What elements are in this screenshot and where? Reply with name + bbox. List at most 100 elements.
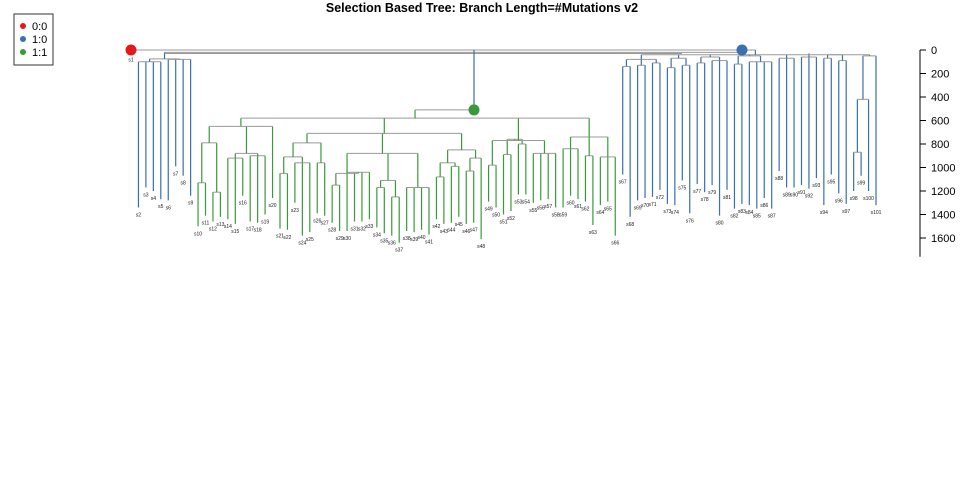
leaf-label: s88 (775, 176, 783, 182)
y-tick-label: 1400 (931, 210, 955, 222)
leaf-label: s56 (537, 205, 545, 211)
leaf-label: s97 (842, 209, 850, 215)
leaf-label: s55 (529, 208, 537, 214)
leaf-label: s72 (656, 195, 664, 201)
leaf-label: s58 (552, 212, 560, 218)
leaf-label: s24 (298, 241, 306, 247)
leaf-label: s34 (373, 232, 381, 238)
leaf-label: s86 (760, 203, 768, 209)
leaf-label: s101 (871, 210, 882, 216)
leaf-label: s49 (485, 207, 493, 213)
leaf-label: s76 (686, 218, 694, 224)
leaf-label: s21 (276, 234, 284, 240)
leaf-label: s41 (425, 239, 433, 245)
leaf-label: s3 (143, 192, 149, 198)
leaf-label: s98 (850, 196, 858, 202)
leaf-label: s81 (723, 195, 731, 201)
leaf-label: s66 (611, 241, 619, 247)
leaf-label: s64 (596, 210, 604, 216)
leaf-label: s80 (716, 221, 724, 227)
legend-marker-1-1 (20, 49, 26, 55)
leaf-label: s35 (380, 238, 388, 244)
y-tick-label: 600 (931, 116, 949, 128)
leaf-label: s93 (812, 183, 820, 189)
leaf-label: s6 (166, 205, 172, 211)
leaf-label: s90 (790, 192, 798, 198)
state-node-1-1 (468, 104, 480, 116)
leaf-label: s7 (173, 171, 179, 177)
leaf-label: s38 (403, 236, 411, 242)
leaf-label: s79 (708, 190, 716, 196)
leaf-label: s59 (559, 212, 567, 218)
leaf-label: s87 (768, 214, 776, 220)
leaf-label: s23 (291, 208, 299, 214)
leaf-label: s92 (805, 194, 813, 200)
leaf-label: s50 (492, 212, 500, 218)
state-node-1-0 (736, 44, 748, 56)
leaf-label: s65 (604, 207, 612, 213)
leaf-label: s39 (410, 237, 418, 243)
leaf-label: s25 (306, 237, 314, 243)
leaf-label: s95 (827, 180, 835, 186)
leaf-label: s33 (365, 224, 373, 230)
tree-branches (130, 49, 877, 243)
leaf-label: s54 (522, 200, 530, 206)
leaf-label: s22 (283, 235, 291, 241)
leaf-label: s45 (455, 222, 463, 228)
y-tick-label: 1000 (931, 163, 955, 175)
leaf-label: s19 (261, 220, 269, 226)
leaf-label: s48 (477, 244, 485, 250)
chart-title: Selection Based Tree: Branch Length=#Mut… (326, 1, 638, 15)
leaf-label: s32 (358, 227, 366, 233)
leaf-label: s52 (507, 216, 515, 222)
leaf-label: s31 (350, 227, 358, 233)
leaf-label: s26 (313, 218, 321, 224)
leaf-label: s16 (239, 201, 247, 207)
y-tick-label: 1600 (931, 233, 955, 245)
leaf-label: s10 (194, 231, 202, 237)
leaf-label: s99 (857, 181, 865, 187)
leaf-label: s77 (693, 189, 701, 195)
legend: 0:0 1:0 1:1 (13, 13, 54, 66)
legend-label-0-0: 0:0 (32, 21, 47, 33)
leaf-label: s73 (663, 209, 671, 215)
leaf-label: s47 (470, 228, 478, 234)
leaf-label: s18 (254, 228, 262, 234)
leaf-label: s20 (269, 203, 277, 209)
leaf-label: s1 (128, 57, 134, 63)
leaf-label: s85 (753, 214, 761, 220)
leaf-label: s75 (678, 185, 686, 191)
leaf-label: s53 (514, 200, 522, 206)
leaf-label: s70 (641, 203, 649, 209)
leaf-label: s27 (321, 221, 329, 227)
leaf-label: s11 (202, 221, 210, 227)
leaf-label: s68 (626, 222, 634, 228)
y-tick-label: 400 (931, 92, 949, 104)
state-nodes (125, 44, 748, 116)
leaf-label: s29 (336, 236, 344, 242)
legend-label-1-1: 1:1 (32, 47, 47, 59)
leaf-label: s17 (246, 227, 254, 233)
leaf-label: s43 (440, 229, 448, 235)
leaf-label: s62 (581, 207, 589, 213)
leaf-label: s15 (231, 229, 239, 235)
leaf-label: s46 (462, 229, 470, 235)
leaf-label: s69 (634, 205, 642, 211)
leaf-label: s44 (447, 228, 455, 234)
leaf-label: s8 (181, 181, 187, 187)
legend-marker-1-0 (20, 36, 26, 42)
y-tick-label: 1200 (931, 186, 955, 198)
y-tick-label: 800 (931, 139, 949, 151)
leaf-label: s30 (343, 236, 351, 242)
y-tick-label: 0 (931, 45, 937, 57)
legend-marker-0-0 (20, 23, 26, 29)
leaf-label: s37 (395, 248, 403, 254)
leaf-label: s74 (671, 210, 679, 216)
leaf-label: s63 (589, 230, 597, 236)
leaf-label: s100 (863, 196, 874, 202)
leaf-label: s4 (151, 196, 157, 202)
leaf-label: s42 (432, 224, 440, 230)
leaf-label: s57 (544, 204, 552, 210)
